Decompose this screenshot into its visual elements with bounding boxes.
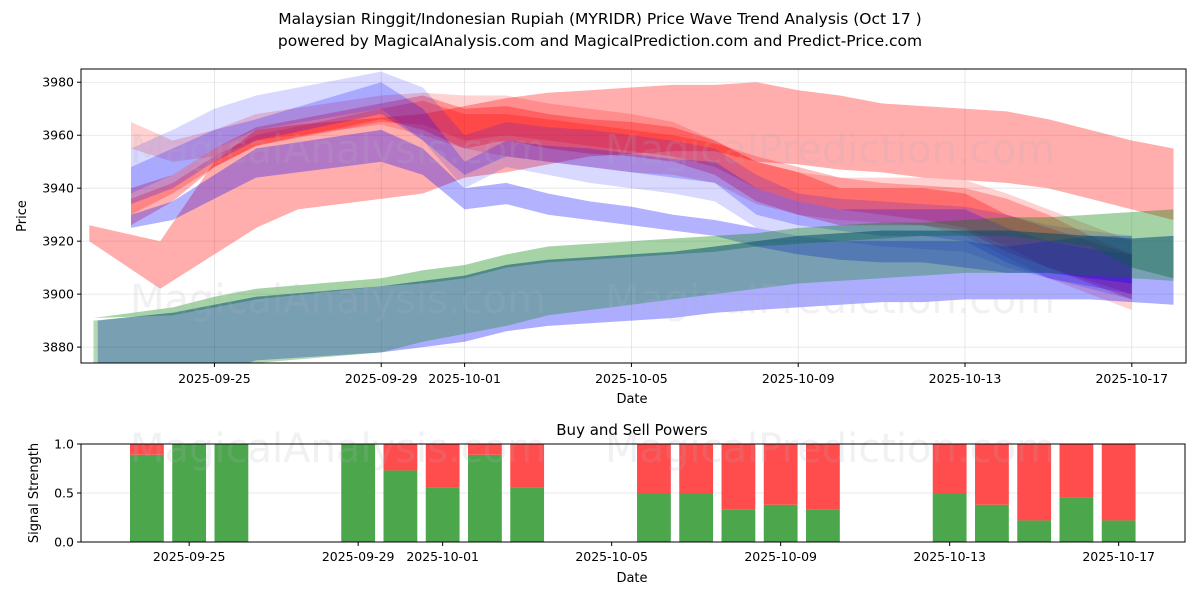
band-teal-core [93, 230, 1174, 363]
x-tick-label: 2025-10-13 [913, 549, 986, 564]
x-tick-label: 2025-10-01 [406, 549, 479, 564]
price-x-label: Date [616, 392, 647, 407]
band-blue-3 [131, 129, 1132, 284]
price-y-ticks: 3880 3900 3920 3940 3960 3980 [42, 75, 81, 355]
buy-bar [468, 454, 502, 542]
band-red-wide [89, 82, 1174, 289]
buy-bar [1101, 520, 1136, 542]
y-tick-label: 3980 [42, 75, 74, 90]
signal-x-ticks: 2025-09-25 2025-09-29 2025-10-01 2025-10-05… [153, 542, 1155, 564]
watermark: MagicalPrediction.com [605, 277, 1055, 323]
x-tick-label: 2025-10-05 [595, 371, 668, 386]
buy-bar [1017, 520, 1052, 542]
x-tick-label: 2025-10-09 [762, 371, 835, 386]
chart-title: Malaysian Ringgit/Indonesian Rupiah (MYR… [278, 10, 922, 28]
y-tick-label: 1.0 [54, 437, 74, 452]
sell-bar [510, 444, 545, 488]
sell-bar [383, 444, 418, 471]
x-tick-label: 2025-10-17 [1095, 371, 1168, 386]
price-x-ticks: 2025-09-25 2025-09-29 2025-10-01 2025-10-05… [178, 363, 1168, 386]
buy-bar [763, 504, 798, 542]
x-tick-label: 2025-09-25 [153, 549, 226, 564]
price-plot: MagicalAnalysis.com MagicalPrediction.co… [15, 68, 1187, 407]
y-tick-label: 0.0 [54, 535, 74, 550]
y-tick-label: 3940 [42, 181, 74, 196]
buy-bar [214, 444, 249, 542]
sell-bar [130, 444, 164, 455]
sell-bar [637, 444, 671, 493]
signal-y-label: Signal Strength [27, 443, 42, 543]
x-tick-label: 2025-10-01 [428, 371, 501, 386]
buy-bar [383, 470, 418, 542]
buy-bar [130, 454, 164, 542]
band-red-1 [131, 95, 1132, 300]
x-tick-label: 2025-10-09 [744, 549, 817, 564]
price-grid [81, 69, 1186, 363]
buy-bar [510, 487, 545, 542]
sell-bar [975, 444, 1009, 505]
watermark: MagicalAnalysis.com [130, 127, 546, 173]
buy-bar [1059, 497, 1094, 542]
x-tick-label: 2025-10-17 [1082, 549, 1155, 564]
band-blue-1 [131, 71, 1132, 300]
watermark: MagicalPrediction.com [605, 426, 1055, 472]
signal-bars [130, 444, 1136, 542]
sell-bar [679, 444, 714, 493]
x-tick-label: 2025-09-29 [345, 371, 418, 386]
y-tick-label: 3900 [42, 287, 74, 302]
buy-bar [806, 509, 840, 542]
x-tick-label: 2025-09-29 [322, 549, 395, 564]
x-tick-label: 2025-09-25 [178, 371, 251, 386]
buy-bar [932, 493, 967, 542]
price-bands [89, 71, 1174, 363]
y-tick-label: 0.5 [54, 486, 74, 501]
signal-plot-title: Buy and Sell Powers [556, 421, 708, 439]
watermark: MagicalPrediction.com [605, 127, 1055, 173]
chart-subtitle: powered by MagicalAnalysis.com and Magic… [277, 32, 923, 50]
buy-bar [679, 493, 714, 542]
sell-bar [1059, 444, 1094, 498]
sell-bar [468, 444, 502, 455]
sell-bar [932, 444, 967, 493]
y-tick-label: 3960 [42, 128, 74, 143]
buy-bar [172, 444, 207, 542]
signal-plot: Buy and Sell Powers MagicalAnalysis.com … [27, 421, 1186, 586]
buy-bar [425, 487, 460, 542]
buy-bar [975, 504, 1009, 542]
y-tick-label: 3880 [42, 340, 74, 355]
band-red-3 [131, 92, 1132, 310]
x-tick-label: 2025-10-13 [929, 371, 1002, 386]
y-tick-label: 3920 [42, 234, 74, 249]
sell-bar [425, 444, 460, 488]
sell-bar [763, 444, 798, 505]
band-blue-lower [97, 230, 1174, 363]
signal-y-ticks: 0.0 0.5 1.0 [54, 437, 81, 550]
watermark: MagicalAnalysis.com [130, 277, 546, 323]
band-green-upper [93, 209, 1174, 318]
watermark: MagicalAnalysis.com [130, 426, 546, 472]
sell-bar [1017, 444, 1052, 521]
price-y-label: Price [15, 200, 30, 232]
sell-bar [1101, 444, 1136, 521]
sell-bar [806, 444, 840, 510]
buy-bar [637, 493, 671, 542]
x-tick-label: 2025-10-05 [575, 549, 648, 564]
signal-x-label: Date [616, 571, 647, 586]
price-plot-frame [80, 68, 1187, 364]
sell-bar [721, 444, 756, 510]
buy-bar [341, 444, 376, 542]
band-red-2 [131, 100, 1132, 295]
buy-bar [721, 509, 756, 542]
